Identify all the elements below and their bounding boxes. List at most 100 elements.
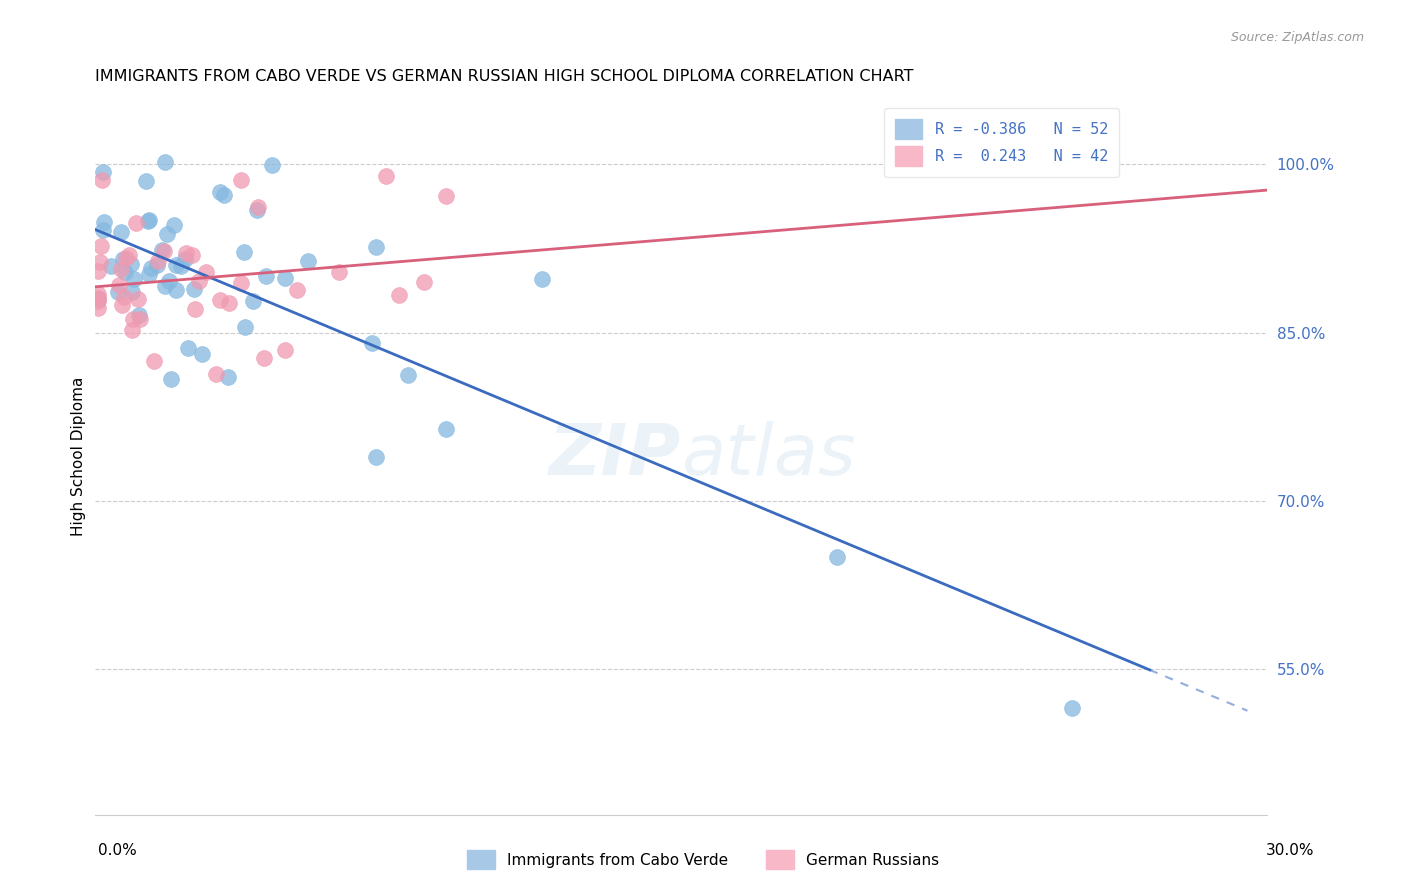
Point (121, 285, 143, 300)
Point (146, 258, 169, 272)
Point (148, 254, 170, 268)
Point (122, 311, 145, 326)
Point (135, 173, 157, 187)
Point (142, 354, 165, 368)
Point (396, 368, 419, 382)
Point (177, 341, 200, 355)
Point (110, 225, 132, 239)
Point (364, 240, 387, 254)
Point (413, 275, 436, 289)
Point (111, 252, 134, 266)
Point (124, 272, 146, 286)
Point (110, 262, 132, 277)
Point (188, 274, 211, 288)
Point (153, 155, 176, 169)
Point (180, 248, 202, 262)
Point (273, 343, 295, 358)
Point (434, 189, 457, 203)
Point (165, 283, 187, 297)
Point (87, 292, 110, 306)
Point (129, 311, 152, 326)
Point (184, 302, 207, 317)
Point (254, 269, 277, 284)
Text: IMMIGRANTS FROM CABO VERDE VS GERMAN RUSSIAN HIGH SCHOOL DIPLOMA CORRELATION CHA: IMMIGRANTS FROM CABO VERDE VS GERMAN RUS… (94, 69, 912, 84)
Point (89, 255, 111, 269)
Text: 0.0%: 0.0% (98, 843, 138, 858)
Point (112, 290, 135, 304)
Point (260, 158, 283, 172)
Point (825, 549, 848, 564)
Text: atlas: atlas (681, 421, 855, 491)
Point (138, 267, 160, 281)
Text: ZIP: ZIP (548, 421, 681, 491)
Point (153, 244, 176, 258)
Point (366, 450, 388, 465)
Point (194, 265, 217, 279)
Point (159, 372, 181, 386)
Text: Source: ZipAtlas.com: Source: ZipAtlas.com (1230, 31, 1364, 45)
Point (136, 214, 159, 228)
Point (107, 285, 129, 300)
Point (217, 370, 239, 384)
Point (121, 323, 143, 337)
Point (115, 251, 138, 265)
Point (328, 265, 350, 279)
Point (247, 200, 270, 214)
Point (434, 422, 457, 436)
Point (374, 169, 396, 184)
Point (156, 227, 179, 241)
Point (183, 282, 205, 296)
Point (139, 261, 162, 276)
Point (125, 216, 148, 230)
Point (138, 213, 160, 227)
Legend: Immigrants from Cabo Verde, German Russians: Immigrants from Cabo Verde, German Russi… (461, 844, 945, 875)
Point (218, 296, 240, 310)
Point (114, 265, 136, 279)
Point (176, 246, 198, 260)
Point (253, 351, 276, 365)
Point (274, 270, 297, 285)
Point (87, 264, 110, 278)
Point (165, 258, 187, 272)
Point (91, 173, 114, 187)
Point (128, 308, 150, 322)
Point (118, 248, 141, 262)
Point (120, 257, 142, 271)
Point (174, 252, 197, 267)
Point (100, 259, 122, 273)
Point (87, 286, 110, 301)
Legend: R = -0.386   N = 52, R =  0.243   N = 42: R = -0.386 N = 52, R = 0.243 N = 42 (884, 109, 1119, 177)
Point (209, 185, 232, 199)
Point (127, 292, 149, 306)
Point (107, 278, 129, 293)
Point (1060, 701, 1083, 715)
Point (150, 243, 173, 257)
Point (229, 173, 252, 187)
Point (246, 203, 269, 218)
Point (93, 215, 115, 229)
Point (155, 278, 177, 293)
Point (91, 223, 114, 237)
Point (91, 165, 114, 179)
Point (163, 218, 186, 232)
Point (205, 367, 228, 381)
Y-axis label: High School Diploma: High School Diploma (72, 376, 86, 535)
Point (208, 293, 231, 307)
Point (297, 254, 319, 268)
Point (170, 259, 193, 273)
Point (233, 320, 256, 334)
Point (242, 293, 264, 308)
Point (212, 187, 235, 202)
Point (285, 283, 308, 297)
Point (531, 272, 554, 286)
Point (87, 291, 110, 305)
Point (388, 288, 411, 302)
Point (231, 276, 253, 290)
Text: 30.0%: 30.0% (1267, 843, 1315, 858)
Point (90, 239, 112, 253)
Point (111, 298, 134, 312)
Point (361, 336, 384, 351)
Point (232, 245, 254, 260)
Point (157, 275, 180, 289)
Point (191, 346, 214, 360)
